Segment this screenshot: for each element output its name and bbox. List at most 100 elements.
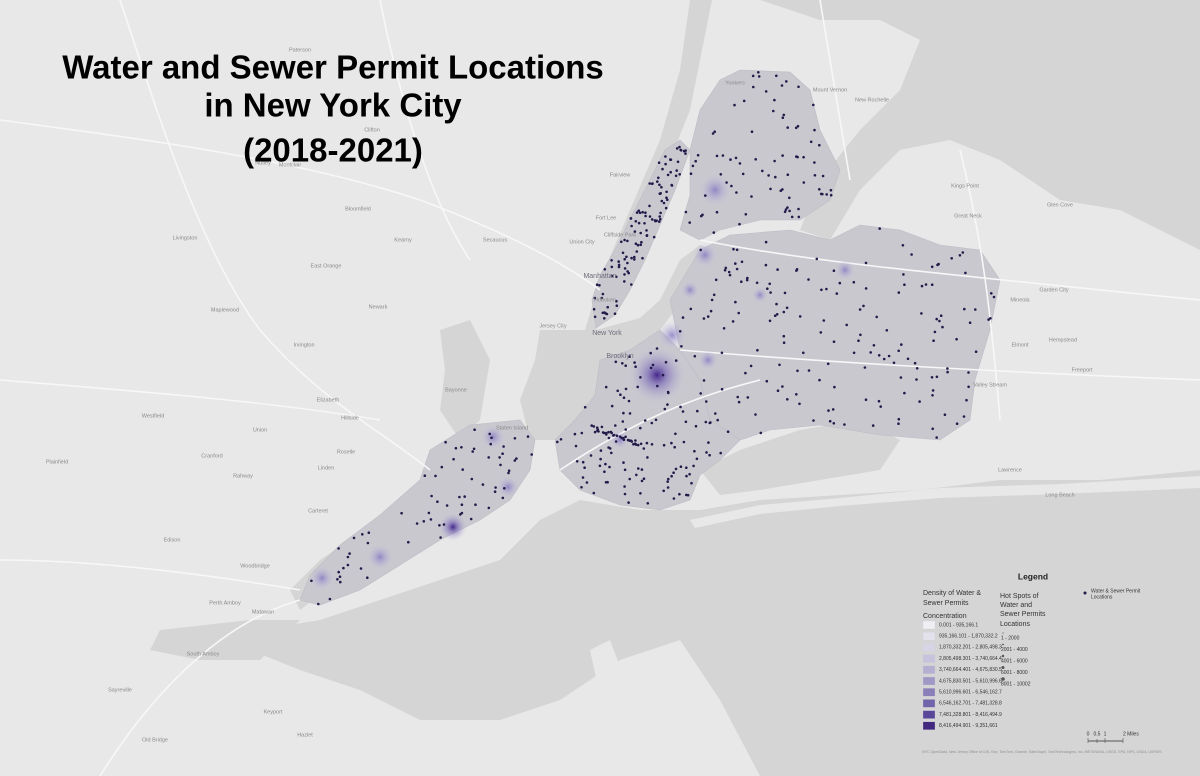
permit-point xyxy=(639,243,642,247)
hotspot xyxy=(658,321,686,349)
legend-swatch xyxy=(922,721,936,730)
permit-point xyxy=(628,355,631,358)
permit-point xyxy=(580,486,583,489)
permit-point xyxy=(802,351,805,355)
permit-point xyxy=(621,251,625,255)
permit-point xyxy=(857,339,860,343)
permit-point xyxy=(756,348,759,352)
permit-point xyxy=(714,278,718,282)
permit-point xyxy=(962,415,966,418)
place-label: Montclair xyxy=(279,162,301,168)
permit-point xyxy=(794,126,798,130)
permit-points xyxy=(310,71,996,606)
permit-point xyxy=(629,439,633,443)
permit-point xyxy=(712,231,716,234)
permit-point xyxy=(746,396,750,399)
hotspot xyxy=(481,425,505,449)
permit-point xyxy=(651,363,655,367)
permit-point xyxy=(600,296,604,300)
permit-point xyxy=(605,433,608,436)
permit-point xyxy=(750,195,753,198)
place-label: Westfield xyxy=(142,413,165,419)
permit-point xyxy=(526,435,530,438)
permit-point xyxy=(807,278,810,281)
permit-point xyxy=(930,283,934,287)
permit-point xyxy=(950,257,953,260)
permit-point xyxy=(872,344,876,347)
permit-point xyxy=(818,188,821,191)
permit-point xyxy=(474,503,477,507)
permit-point xyxy=(515,457,518,460)
permit-point xyxy=(589,454,593,457)
legend-label: 8001 - 10002 xyxy=(1001,681,1031,687)
permit-point xyxy=(625,255,628,259)
permit-point xyxy=(732,247,735,251)
permit-point xyxy=(695,457,699,461)
permit-point xyxy=(507,469,511,473)
permit-point xyxy=(726,430,730,434)
permit-point xyxy=(759,431,763,435)
permit-point xyxy=(634,242,638,245)
permit-point xyxy=(645,234,649,237)
legend-heading: Legend xyxy=(1018,571,1048,581)
permit-point xyxy=(938,319,941,323)
permit-point xyxy=(502,445,505,448)
permit-point xyxy=(674,467,678,471)
permit-point xyxy=(769,291,772,294)
permit-point xyxy=(454,446,458,450)
permit-point xyxy=(785,80,788,83)
permit-point xyxy=(654,418,658,422)
permit-point xyxy=(696,153,700,157)
legend-label: 6001 - 8000 xyxy=(1001,670,1028,676)
place-label: Kings Point xyxy=(951,183,979,189)
permit-point xyxy=(688,221,691,224)
permit-point xyxy=(878,227,881,230)
legend-title: Hot Spots of xyxy=(1000,593,1039,600)
permit-point xyxy=(735,248,739,252)
place-label: Irvington xyxy=(293,342,314,348)
permit-point xyxy=(772,109,775,113)
permit-point xyxy=(757,71,760,74)
permit-point xyxy=(714,412,717,415)
permit-point xyxy=(974,308,977,311)
permit-point xyxy=(720,387,724,391)
hotspot xyxy=(497,476,519,498)
place-label: Plainfield xyxy=(46,459,68,465)
permit-point xyxy=(593,315,597,319)
permit-point xyxy=(630,224,633,228)
permit-point xyxy=(580,431,584,435)
legend-swatch xyxy=(922,665,936,674)
permit-point xyxy=(494,486,497,489)
permit-point xyxy=(821,192,824,196)
permit-point xyxy=(715,210,719,214)
place-label: Old Bridge xyxy=(142,737,168,743)
place-label: Kearny xyxy=(394,237,412,243)
permit-point xyxy=(688,472,691,476)
permit-point xyxy=(711,132,715,135)
permit-point xyxy=(619,393,622,397)
permit-point xyxy=(769,187,772,191)
legend-label: 2,805,498.301 - 3,740,664.4 xyxy=(939,656,1002,662)
permit-point xyxy=(761,169,764,173)
permit-point xyxy=(621,420,625,423)
place-label: Perth Amboy xyxy=(209,600,241,606)
permit-point xyxy=(764,263,768,267)
permit-point xyxy=(599,457,602,461)
place-label: Hillside xyxy=(341,415,359,421)
permit-point xyxy=(473,428,476,432)
permit-point xyxy=(706,315,710,318)
scale-label: 0.5 xyxy=(1094,731,1101,737)
permit-point xyxy=(597,430,600,433)
permit-point xyxy=(627,501,630,504)
permit-point xyxy=(798,315,802,318)
permit-point xyxy=(699,248,702,252)
permit-point xyxy=(583,405,587,409)
place-label: Linden xyxy=(318,465,335,471)
permit-point xyxy=(581,460,585,464)
permit-point xyxy=(442,523,446,526)
permit-point xyxy=(797,207,800,211)
permit-point xyxy=(336,578,339,581)
permit-point xyxy=(610,259,613,262)
permit-point xyxy=(606,305,609,309)
